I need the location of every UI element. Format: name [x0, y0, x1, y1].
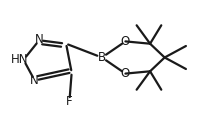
Text: HN: HN [11, 53, 28, 66]
Text: N: N [35, 33, 44, 46]
Text: N: N [30, 74, 39, 87]
Text: F: F [66, 95, 73, 108]
Text: O: O [121, 35, 130, 48]
Text: O: O [121, 67, 130, 80]
Text: B: B [98, 51, 106, 64]
